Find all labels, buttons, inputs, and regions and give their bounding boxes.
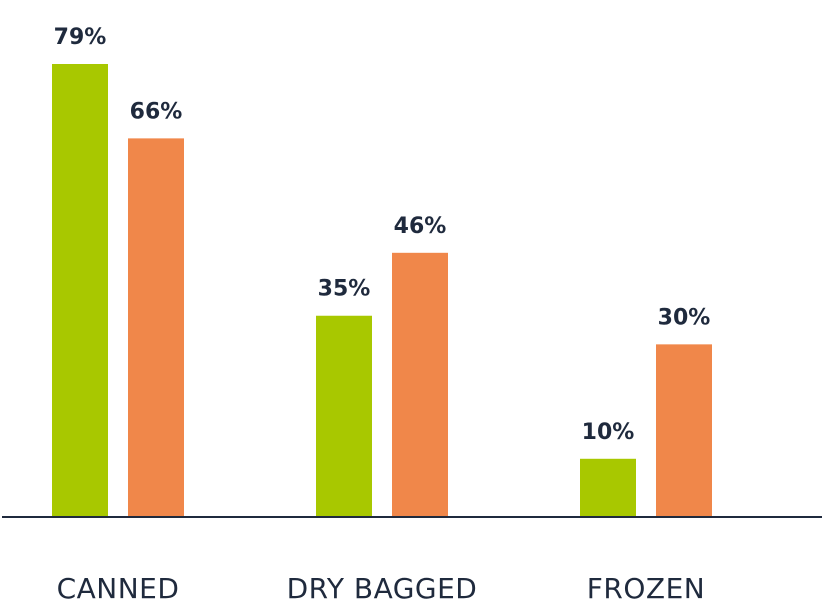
value-labels-layer: 79% 66% 35% 46% 10% 30%: [54, 25, 711, 445]
value-label-canned-series-2: 66%: [130, 99, 183, 124]
value-label-canned-series-1: 79%: [54, 25, 107, 50]
bar-frozen-series-2: [656, 344, 712, 516]
bars-layer: [52, 64, 712, 516]
bar-frozen-series-1: [580, 458, 636, 516]
value-label-frozen-series-2: 30%: [658, 305, 711, 330]
category-label-canned: CANNED: [57, 572, 180, 604]
bar-dry-bagged-series-1: [316, 315, 372, 516]
value-label-dry-bagged-series-1: 35%: [318, 277, 371, 302]
value-label-dry-bagged-series-2: 46%: [394, 214, 447, 239]
category-labels-layer: CANNED DRY BAGGED FROZEN: [57, 572, 705, 604]
value-label-frozen-series-1: 10%: [582, 420, 635, 445]
category-label-dry-bagged: DRY BAGGED: [287, 572, 478, 604]
bar-canned-series-2: [128, 138, 184, 516]
bar-dry-bagged-series-2: [392, 252, 448, 516]
bar-canned-series-1: [52, 64, 108, 516]
category-label-frozen: FROZEN: [587, 572, 705, 604]
